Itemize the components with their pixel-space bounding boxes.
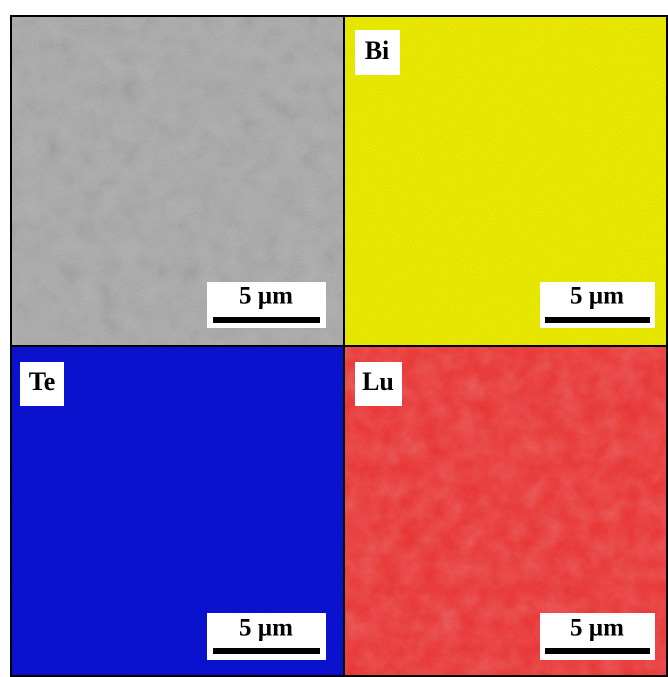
element-label: Lu <box>362 367 394 396</box>
element-label: Bi <box>365 36 390 65</box>
scale-text: 5 µm <box>570 615 624 642</box>
element-label: Te <box>29 367 56 396</box>
page: {"panels": [ {"scale": "5 µm"}, {"label"… <box>0 0 668 677</box>
eds-maps: Bi Te Lu 5 µm 5 µm 5 µm 5 µm <box>0 0 668 677</box>
scale-text: 5 µm <box>239 615 293 642</box>
scale-text: 5 µm <box>239 283 293 310</box>
scale-text: 5 µm <box>570 283 624 310</box>
